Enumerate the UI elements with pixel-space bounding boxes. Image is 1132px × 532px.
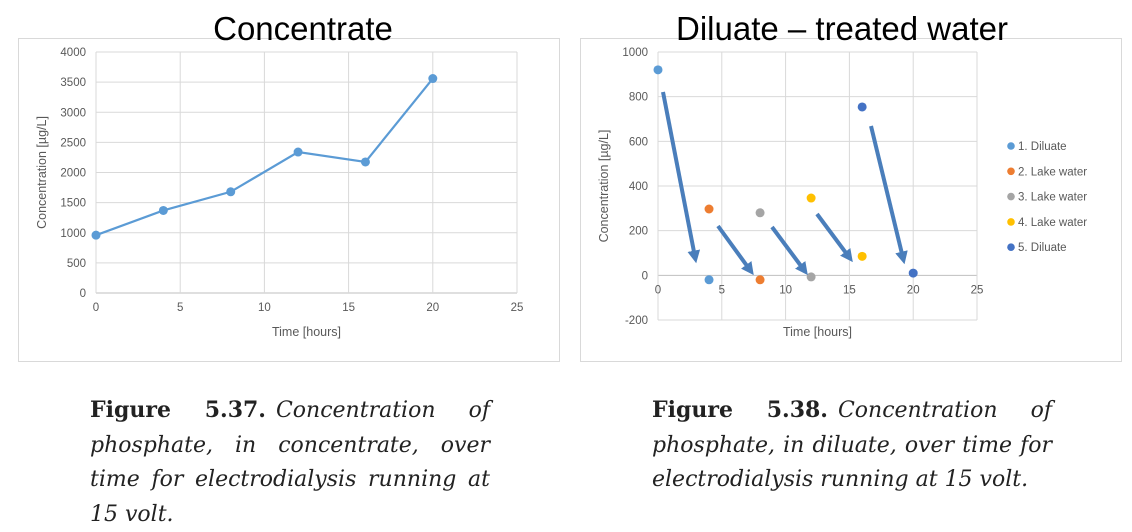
data-point xyxy=(857,102,867,112)
chart-title-concentrate: Concentrate xyxy=(213,10,393,47)
legend-marker xyxy=(1007,243,1015,251)
data-point xyxy=(428,74,438,84)
data-point xyxy=(806,272,816,282)
annotation-arrow xyxy=(661,91,701,264)
legend-marker xyxy=(1007,192,1015,201)
annotation-arrow xyxy=(716,224,754,276)
x-tick-label: 20 xyxy=(426,302,439,314)
y-tick-label: 500 xyxy=(67,258,86,270)
x-tick-label: 25 xyxy=(511,302,524,314)
data-point xyxy=(360,157,370,167)
caption-label: Figure 5.37. xyxy=(90,397,266,423)
annotation-arrow xyxy=(869,125,908,265)
x-tick-label: 15 xyxy=(843,284,856,296)
x-tick-label: 25 xyxy=(971,284,984,296)
x-axis-label: Time [hours] xyxy=(783,325,852,339)
figure-caption-5-38: Figure 5.38. Concentration of phosphate, … xyxy=(652,393,1052,498)
y-tick-label: 400 xyxy=(629,181,648,193)
y-tick-label: 200 xyxy=(629,226,648,238)
y-tick-label: 800 xyxy=(629,92,648,104)
y-tick-label: 0 xyxy=(642,270,648,282)
data-point xyxy=(226,187,236,197)
data-point xyxy=(704,204,714,214)
y-tick-label: 3000 xyxy=(60,107,86,119)
legend-marker xyxy=(1007,142,1015,150)
y-tick-label: 4000 xyxy=(60,47,86,59)
legend-marker xyxy=(1007,218,1015,226)
x-tick-label: 20 xyxy=(907,284,920,296)
y-axis-label: Concentration [µg/L] xyxy=(597,130,611,243)
y-tick-label: 2000 xyxy=(60,168,86,180)
figure-caption-5-37: Figure 5.37. Concentration of phosphate, … xyxy=(90,393,490,532)
x-axis-label: Time [hours] xyxy=(272,325,341,339)
data-point xyxy=(857,251,867,261)
data-point xyxy=(293,147,303,157)
y-tick-label: 1000 xyxy=(60,228,86,240)
y-tick-label: 1500 xyxy=(60,198,86,210)
chart-frame-concentrate xyxy=(18,38,560,362)
data-point xyxy=(755,208,765,218)
x-tick-label: 0 xyxy=(93,302,99,314)
legend-label: 5. Diluate xyxy=(1018,242,1067,254)
y-tick-label: 3500 xyxy=(60,77,86,89)
series-line xyxy=(95,77,434,237)
y-tick-label: 2500 xyxy=(60,137,86,149)
annotation-arrow xyxy=(770,225,808,276)
data-point xyxy=(755,275,765,285)
y-tick-label: 0 xyxy=(80,288,86,300)
y-tick-label: 1000 xyxy=(622,47,648,59)
y-tick-label: 600 xyxy=(629,136,648,148)
annotation-arrow xyxy=(815,212,853,263)
data-point xyxy=(91,230,101,240)
x-tick-label: 15 xyxy=(342,302,355,314)
legend-label: 2. Lake water xyxy=(1018,166,1087,178)
x-tick-label: 10 xyxy=(258,302,271,314)
legend-label: 1. Diluate xyxy=(1018,141,1067,153)
data-point xyxy=(653,65,663,75)
y-tick-label: -200 xyxy=(625,315,648,327)
data-point xyxy=(806,193,816,203)
caption-label: Figure 5.38. xyxy=(652,397,828,423)
x-tick-label: 5 xyxy=(719,284,725,296)
y-axis-label: Concentration [µg/L] xyxy=(35,116,49,229)
chart-title-diluate: Diluate – treated water xyxy=(675,10,1009,47)
caption-text: Concentration of phosphate, in diluate, … xyxy=(652,398,1052,492)
legend-label: 4. Lake water xyxy=(1018,217,1087,229)
data-point xyxy=(908,268,918,278)
data-point xyxy=(158,205,168,215)
legend-marker xyxy=(1007,167,1015,176)
x-tick-label: 0 xyxy=(655,284,661,296)
caption-text: Concentration of phosphate, in concentra… xyxy=(90,398,490,527)
data-point xyxy=(704,275,714,285)
x-tick-label: 5 xyxy=(177,302,183,314)
chart-frame-diluate xyxy=(580,38,1122,362)
legend-label: 3. Lake water xyxy=(1018,192,1087,204)
x-tick-label: 10 xyxy=(779,284,792,296)
